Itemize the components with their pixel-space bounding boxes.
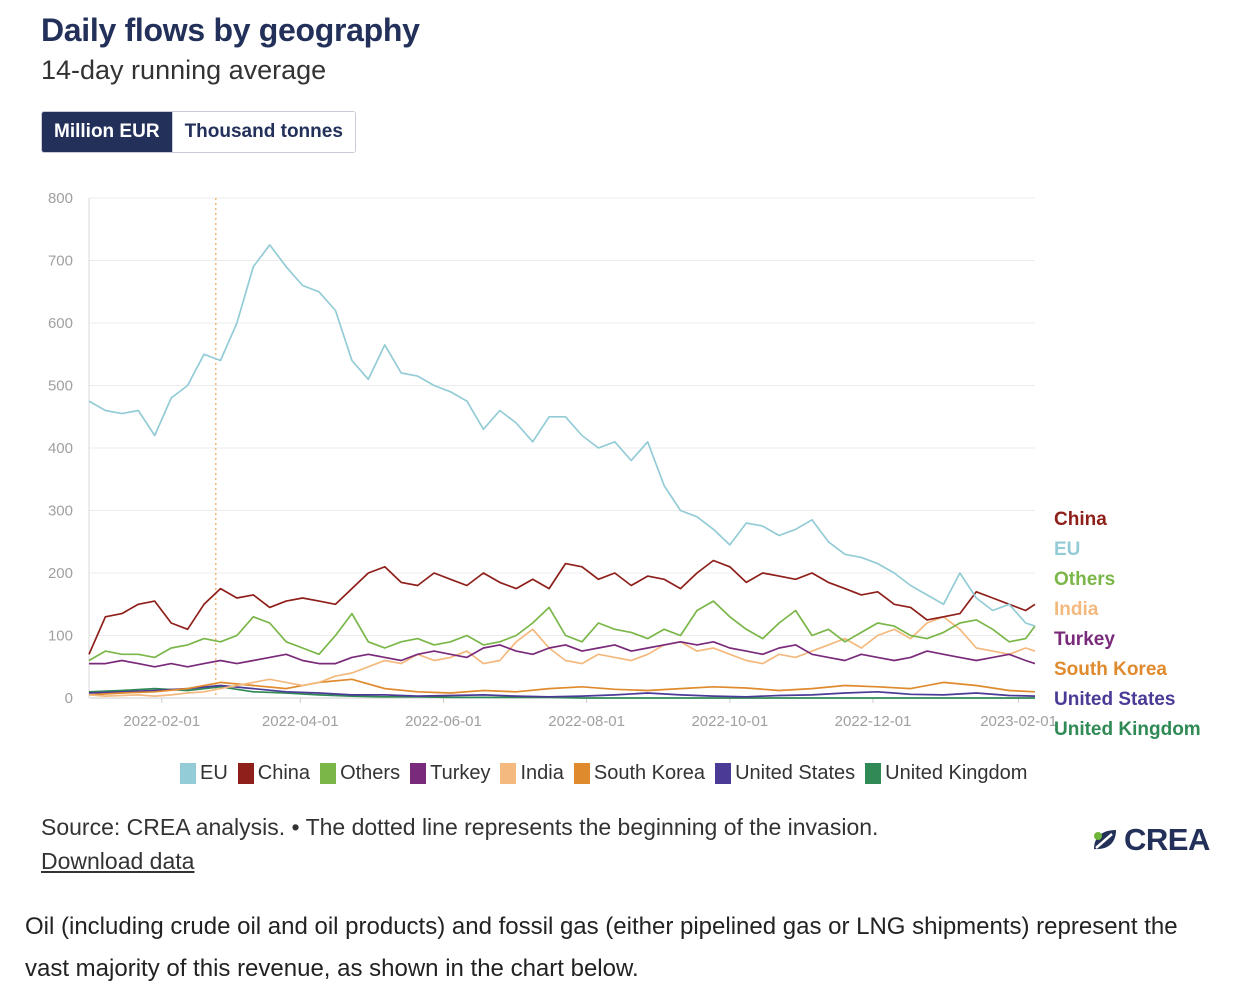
article-paragraph: Oil (including crude oil and oil product… <box>25 913 1178 982</box>
x-tick-label: 2022-02-01 <box>123 713 200 730</box>
crea-logo: CREA <box>1090 822 1210 858</box>
y-tick-label: 300 <box>48 503 73 520</box>
legend-swatch <box>500 763 517 784</box>
series-line-china <box>88 559 1036 655</box>
legend-item-india[interactable]: India <box>500 762 564 785</box>
legend-swatch <box>410 763 427 784</box>
legend-label: Others <box>340 762 401 784</box>
end-label: EU <box>1054 539 1080 560</box>
series-line-others <box>88 600 1036 662</box>
x-tick-label: 2022-04-01 <box>262 713 339 730</box>
legend-swatch <box>180 763 196 784</box>
legend-item-south-korea[interactable]: South Korea <box>573 762 706 785</box>
legend-label: United Kingdom <box>885 762 1028 784</box>
series-line-turkey <box>89 640 1036 668</box>
end-label: China <box>1054 509 1107 530</box>
x-tick-label: 2023-02-01 <box>980 713 1057 730</box>
end-label: India <box>1054 599 1099 620</box>
legend-label: South Korea <box>593 762 706 784</box>
x-tick-label: 2022-06-01 <box>405 713 482 730</box>
x-tick-label: 2022-08-01 <box>548 713 625 730</box>
legend-label: China <box>257 762 311 784</box>
legend-swatch <box>320 763 337 784</box>
y-tick-label: 800 <box>48 190 73 207</box>
legend-label: United States <box>735 762 856 784</box>
series-line-united-states <box>88 684 1036 698</box>
y-tick-label: 500 <box>48 378 73 395</box>
legend-item-eu[interactable]: EU <box>180 762 228 785</box>
legend-label: India <box>520 762 564 784</box>
legend-item-china[interactable]: China <box>237 762 311 785</box>
legend-swatch <box>715 763 732 784</box>
legend-item-united-kingdom[interactable]: United Kingdom <box>865 762 1027 785</box>
series-line-eu <box>88 244 1036 627</box>
download-data-link[interactable]: Download data <box>41 848 195 874</box>
y-tick-label: 0 <box>65 690 73 707</box>
line-chart: 0 100 200 300 400 500 600 700 800 2022-02-01 2022-… <box>48 190 1201 740</box>
legend-item-others[interactable]: Others <box>320 762 400 785</box>
legend-label: Turkey <box>430 762 491 784</box>
series-line-south-korea <box>88 678 1036 696</box>
toggle-thousand-tonnes[interactable]: Thousand tonnes <box>171 112 355 152</box>
logo-text: CREA <box>1124 822 1210 857</box>
crea-leaf-icon <box>1094 830 1116 850</box>
legend-swatch <box>865 763 882 784</box>
chart-title: Daily flows by geography <box>41 12 420 48</box>
end-label: Turkey <box>1054 629 1115 650</box>
series-line-india <box>88 615 1036 697</box>
legend-label: EU <box>200 762 228 784</box>
legend-item-turkey[interactable]: Turkey <box>410 762 490 785</box>
legend-swatch <box>573 763 590 784</box>
y-tick-label: 100 <box>48 628 73 645</box>
y-tick-label: 700 <box>48 253 73 270</box>
y-tick-label: 200 <box>48 565 73 582</box>
end-label: Others <box>1054 569 1115 590</box>
end-label: United Kingdom <box>1054 719 1201 740</box>
series-line-united-kingdom <box>88 685 1035 699</box>
source-note: Source: CREA analysis. • The dotted line… <box>41 814 879 840</box>
x-tick-label: 2022-10-01 <box>691 713 768 730</box>
toggle-million-eur[interactable]: Million EUR <box>42 112 172 152</box>
y-tick-label: 400 <box>48 440 73 457</box>
x-tick-label: 2022-12-01 <box>835 713 912 730</box>
legend-item-united-states[interactable]: United States <box>715 762 855 785</box>
legend-swatch <box>237 763 254 784</box>
y-tick-label: 600 <box>48 315 73 332</box>
end-label: United States <box>1054 689 1175 710</box>
chart-legend: EU China Others Turkey India South Korea Unite… <box>180 762 1037 785</box>
unit-toggle: Million EUR Thousand tonnes <box>41 111 356 153</box>
end-label: South Korea <box>1054 659 1167 680</box>
chart-subtitle: 14-day running average <box>41 55 327 85</box>
